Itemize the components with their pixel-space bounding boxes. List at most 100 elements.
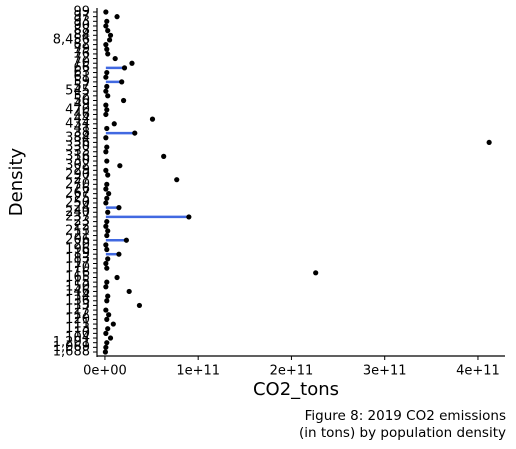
dot	[106, 191, 112, 197]
y-tick-label: 84	[73, 28, 90, 43]
dot	[104, 265, 110, 271]
y-tick-label: 72	[73, 51, 90, 66]
dot	[149, 116, 156, 122]
y-tick-label: 146	[65, 284, 90, 299]
y-tick-label: 88	[73, 23, 90, 38]
y-tick-label: 44	[73, 112, 90, 127]
y-tick-label: 23	[73, 214, 90, 229]
dot	[103, 307, 109, 313]
y-tick-label: 170	[65, 261, 90, 276]
x-tick-label: 0e+00	[83, 364, 127, 379]
dot	[104, 340, 110, 346]
dot	[105, 172, 111, 178]
dot	[103, 102, 109, 108]
y-tick-label: 29	[73, 163, 90, 178]
dot	[120, 97, 127, 104]
y-tick-label: 70	[73, 56, 90, 71]
dot	[114, 274, 120, 281]
dot	[104, 107, 110, 113]
y-tick-label: 99	[73, 5, 90, 20]
dot	[105, 51, 111, 57]
y-tick-label: 316	[65, 149, 90, 164]
y-tick-label: 59	[73, 74, 90, 89]
y-tick-label: 136	[65, 293, 90, 308]
y-tick-label: 21	[73, 228, 90, 243]
y-tick-label: 63	[73, 65, 90, 80]
dot	[126, 288, 132, 295]
y-tick-label: 15	[73, 275, 90, 290]
x-axis-title: CO2_tons	[253, 379, 339, 400]
dot	[103, 260, 109, 267]
dot	[104, 158, 110, 164]
dot	[105, 228, 111, 234]
dot	[104, 246, 110, 253]
y-tick-label: 8,456	[53, 32, 90, 47]
dot	[103, 330, 109, 336]
y-tick-label: 213	[65, 223, 90, 238]
dot	[132, 130, 138, 136]
y-tick-label: 183	[65, 251, 90, 266]
y-tick-label: 57	[73, 79, 90, 94]
y-tick-label: 165	[65, 270, 90, 285]
dot	[161, 153, 167, 159]
dot	[104, 69, 110, 76]
y-tick-label: 150	[65, 279, 90, 294]
dot	[174, 177, 180, 183]
dot	[116, 251, 122, 257]
y-tick-label: 12	[73, 307, 90, 322]
y-tick-label: 90	[73, 18, 90, 33]
dot	[104, 46, 110, 52]
y-tick-label: 61	[73, 70, 90, 85]
dot	[103, 135, 109, 141]
y-tick-label: 127	[65, 303, 90, 318]
y-tick-label: 10	[73, 326, 90, 341]
dot	[129, 60, 135, 66]
y-tick-label: 22	[73, 219, 90, 234]
dot	[104, 279, 110, 285]
dot	[103, 23, 109, 29]
y-tick-label: 13	[73, 298, 90, 313]
dot	[114, 14, 120, 20]
dot	[103, 186, 109, 192]
y-tick-label: 302	[65, 158, 90, 173]
dot	[106, 37, 113, 43]
dot	[103, 42, 109, 48]
y-tick-label: 20	[73, 237, 90, 252]
caption: Figure 8: 2019 CO2 emissions	[305, 408, 506, 424]
dot	[105, 28, 111, 34]
y-tick-label: 14	[73, 289, 90, 304]
y-tick-label: 1,069	[53, 340, 90, 355]
dot	[313, 270, 319, 276]
dot	[107, 335, 114, 341]
y-tick-label: 26	[73, 181, 90, 196]
x-tick-label: 4e+11	[456, 364, 500, 379]
dot	[104, 298, 110, 304]
dot	[103, 9, 109, 15]
y-tick-label: 16	[73, 265, 90, 280]
y-tick-label: 434	[65, 116, 90, 131]
y-tick-label: 270	[65, 177, 90, 192]
dot	[116, 205, 122, 211]
dot	[104, 18, 110, 24]
y-tick-label: 33	[73, 144, 90, 159]
y-tick-label: 19	[73, 247, 90, 262]
y-tick-label: 66	[73, 60, 90, 75]
y-tick-label: 267	[65, 186, 90, 201]
dot	[112, 55, 118, 62]
dot	[104, 181, 110, 187]
dot	[103, 344, 109, 350]
x-tick-label: 2e+11	[270, 364, 314, 379]
y-tick-label: 120	[65, 312, 90, 327]
y-tick-label: 36	[73, 135, 90, 150]
y-tick-label: 11	[73, 317, 90, 332]
y-tick-label: 30	[73, 154, 90, 169]
y-axis-title: Density	[6, 147, 27, 216]
y-tick-label: 24	[73, 200, 90, 215]
y-tick-label: 25	[73, 191, 90, 206]
y-tick-label: 196	[65, 242, 90, 257]
y-tick-label: 17	[73, 256, 90, 271]
dot	[111, 121, 117, 127]
dot	[103, 167, 109, 173]
